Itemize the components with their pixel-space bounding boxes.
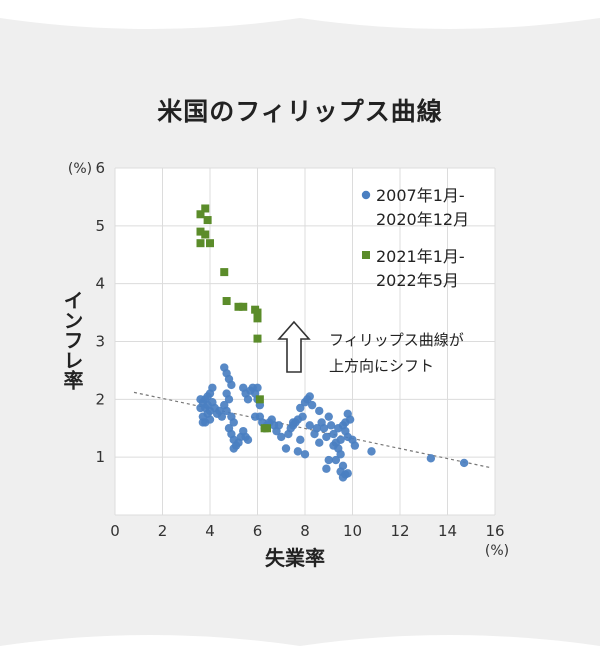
- data-point-square: [234, 302, 243, 311]
- data-point-circle: [277, 432, 286, 442]
- data-point-circle: [217, 412, 227, 421]
- x-tick-label: 0: [110, 522, 120, 540]
- annotation-text: フィリップス曲線が: [329, 331, 464, 349]
- legend-label: 2007年1月-2020年12月: [376, 186, 469, 229]
- data-point-circle: [312, 424, 322, 433]
- y-unit-label: (%): [68, 161, 92, 177]
- y-tick-label: 5: [95, 217, 105, 235]
- data-point-circle: [305, 421, 314, 430]
- x-tick-label: 16: [485, 522, 504, 540]
- x-tick-label: 2: [158, 522, 168, 540]
- data-point-circle: [324, 412, 333, 421]
- data-point-circle: [281, 444, 291, 453]
- y-tick-label: 4: [95, 275, 105, 293]
- data-point-circle: [205, 415, 215, 424]
- data-point-circle: [229, 444, 238, 453]
- data-point-circle: [350, 441, 360, 450]
- x-tick-label: 10: [343, 522, 362, 540]
- up-arrow-icon: [277, 320, 311, 373]
- x-tick-label: 4: [205, 522, 215, 540]
- data-point-square: [253, 308, 262, 317]
- x-tick-label: 8: [300, 522, 310, 540]
- data-point-circle: [222, 406, 231, 416]
- data-point-circle: [324, 455, 333, 465]
- data-point-circle: [296, 435, 305, 445]
- trend-line: [133, 391, 491, 469]
- data-point-square: [196, 210, 205, 219]
- data-point-circle: [198, 418, 208, 427]
- data-point-circle: [253, 383, 262, 392]
- x-tick-label: 6: [253, 522, 263, 540]
- x-tick-label: 14: [438, 522, 457, 540]
- data-point-square: [263, 424, 271, 433]
- data-point-circle: [315, 438, 324, 447]
- data-point-circle: [300, 450, 310, 459]
- data-point-square: [255, 395, 264, 404]
- data-point-square: [239, 302, 248, 311]
- data-point-circle: [326, 421, 336, 430]
- data-point-circle: [319, 424, 329, 433]
- data-point-circle: [331, 455, 341, 465]
- y-tick-label: 2: [95, 390, 105, 408]
- data-point-circle: [322, 464, 331, 473]
- data-point-square: [253, 314, 262, 323]
- data-point-circle: [322, 432, 331, 442]
- data-point-circle: [288, 418, 298, 427]
- data-point-circle: [208, 383, 217, 392]
- data-point-circle: [459, 458, 469, 468]
- data-point-circle: [367, 447, 376, 456]
- data-point-circle: [343, 469, 352, 478]
- data-point-circle: [329, 441, 338, 450]
- data-point-circle: [243, 395, 253, 404]
- data-point-square: [201, 204, 210, 213]
- data-point-square: [196, 227, 205, 236]
- data-point-circle: [329, 429, 338, 439]
- data-point-circle: [426, 454, 436, 463]
- data-point-square: [201, 230, 210, 239]
- data-point-square: [203, 216, 212, 225]
- legend-marker-square: [362, 251, 370, 259]
- y-tick-label: 6: [95, 159, 105, 177]
- data-point-circle: [298, 412, 307, 421]
- x-axis-title: 失業率: [265, 546, 325, 570]
- x-tick-label: 12: [390, 522, 409, 540]
- data-point-circle: [227, 380, 236, 390]
- legend: 2007年1月-2020年12月 2021年1月-2022年5月: [361, 186, 469, 290]
- data-point-circle: [243, 435, 253, 445]
- data-point-square: [220, 268, 229, 277]
- data-point-circle: [229, 418, 238, 427]
- trend-line-path: [133, 391, 491, 469]
- y-tick-label: 1: [95, 448, 105, 466]
- data-point-circle: [307, 400, 317, 410]
- data-point-circle: [296, 403, 305, 413]
- x-unit-label: (%): [485, 543, 509, 559]
- y-tick-label: 3: [95, 333, 105, 351]
- legend-label: 2021年1月-2022年5月: [376, 247, 465, 290]
- data-point-square: [206, 239, 214, 248]
- data-point-circle: [315, 406, 324, 416]
- data-point-circle: [274, 421, 284, 430]
- data-point-circle: [196, 395, 205, 404]
- data-point-circle: [224, 395, 234, 404]
- data-point-circle: [293, 447, 303, 456]
- annotation-text: 上方向にシフト: [329, 357, 434, 375]
- data-point-circle: [336, 435, 345, 445]
- data-point-square: [253, 334, 262, 343]
- data-points: [196, 204, 469, 482]
- chart-title: 米国のフィリップス曲線: [157, 97, 443, 126]
- data-point-circle: [305, 392, 314, 401]
- data-point-square: [196, 239, 205, 248]
- data-point-square: [222, 297, 231, 306]
- y-axis-title: インフレ率: [60, 290, 84, 391]
- data-point-circle: [345, 415, 355, 424]
- legend-marker-circle: [361, 190, 371, 200]
